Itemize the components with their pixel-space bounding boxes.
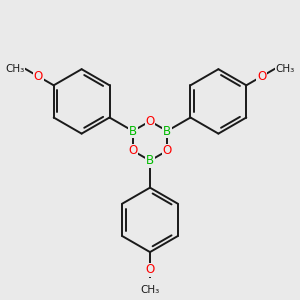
Text: B: B: [129, 124, 137, 137]
Text: CH₃: CH₃: [140, 285, 160, 295]
Text: B: B: [163, 124, 171, 137]
Text: O: O: [146, 263, 154, 276]
Text: CH₃: CH₃: [275, 64, 294, 74]
Text: O: O: [163, 144, 172, 157]
Text: O: O: [146, 115, 154, 128]
Text: O: O: [257, 70, 266, 83]
Text: B: B: [146, 154, 154, 167]
Text: O: O: [34, 70, 43, 83]
Text: CH₃: CH₃: [6, 64, 25, 74]
Text: O: O: [128, 144, 137, 157]
